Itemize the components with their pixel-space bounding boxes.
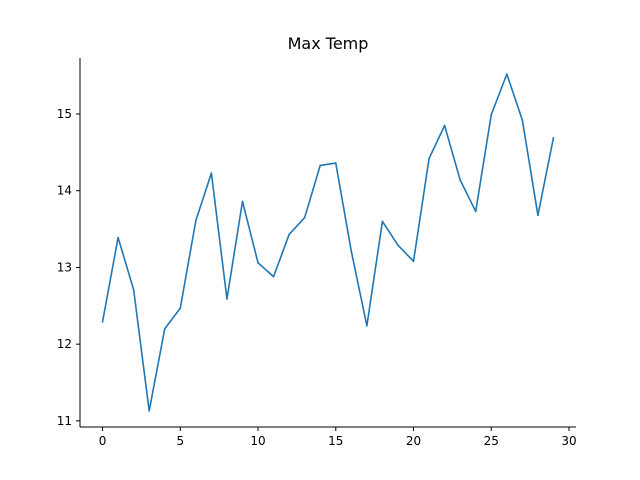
data-point (226, 298, 228, 300)
data-point (257, 262, 259, 264)
data-point (490, 113, 493, 116)
data-point (163, 328, 166, 330)
x-tick-label: 30 (561, 434, 576, 448)
data-point (132, 288, 135, 291)
plot-area: 0 5 10 15 20 25 30 11 12 13 14 15 (57, 58, 577, 448)
data-point (443, 124, 446, 127)
data-point (334, 162, 337, 164)
chart-title: Max Temp (288, 34, 369, 53)
data-point (148, 410, 150, 412)
series-layer (101, 73, 555, 412)
data-point (179, 307, 182, 309)
data-point (350, 250, 353, 253)
data-point (506, 73, 508, 75)
data-point (101, 321, 104, 323)
data-point (552, 136, 555, 139)
data-point (537, 214, 539, 217)
data-point (366, 324, 368, 327)
y-axis-ticks: 11 12 13 14 15 (57, 107, 80, 428)
series-line (101, 73, 555, 412)
y-tick-label: 12 (57, 337, 72, 351)
data-point (303, 216, 306, 219)
data-point (241, 200, 244, 203)
y-tick-label: 15 (57, 107, 72, 121)
data-point (272, 275, 275, 278)
x-tick-label: 5 (176, 434, 184, 448)
data-point (474, 210, 477, 213)
y-tick-label: 13 (57, 260, 72, 274)
x-tick-label: 0 (99, 434, 107, 448)
x-axis-ticks: 0 5 10 15 20 25 30 (99, 427, 577, 448)
data-point (288, 233, 290, 236)
data-point (195, 219, 197, 222)
data-point (397, 244, 399, 246)
x-tick-label: 20 (406, 434, 421, 448)
data-point (381, 220, 384, 223)
data-point (428, 157, 430, 160)
y-tick-label: 11 (57, 414, 72, 428)
data-point (210, 172, 213, 174)
data-point (521, 119, 524, 121)
x-tick-label: 15 (328, 434, 343, 448)
x-tick-label: 10 (250, 434, 265, 448)
x-tick-label: 25 (484, 434, 499, 448)
data-point (412, 260, 415, 263)
data-point (319, 164, 322, 167)
data-point (117, 236, 119, 239)
data-point (459, 179, 461, 181)
y-tick-label: 14 (57, 184, 72, 198)
